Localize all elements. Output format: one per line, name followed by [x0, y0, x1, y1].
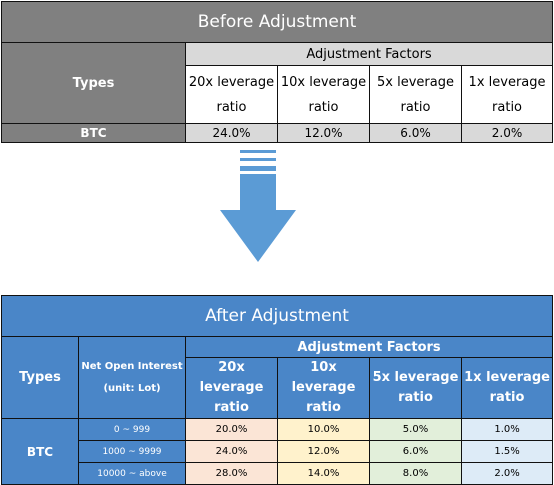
- leverage-header-5x: 5x leverage ratio: [369, 65, 462, 124]
- value-cell: 12.0%: [277, 123, 370, 143]
- table-row: BTC 0 ~ 999 20.0% 10.0% 5.0% 1.0%: [1, 418, 554, 485]
- leverage-header-1x: 1x leverage ratio: [460, 65, 554, 124]
- value-cell: 12.0%: [277, 440, 370, 463]
- before-adjustment-title: Before Adjustment: [0, 1, 554, 43]
- leverage-header-20x: 20x leverage ratio: [185, 65, 278, 124]
- value-cell: 6.0%: [369, 440, 462, 463]
- table-row: 1000 ~ 9999 24.0% 12.0% 6.0% 1.5%: [2, 440, 554, 463]
- value-cell: 6.0%: [369, 123, 462, 143]
- leverage-header-20x: 20x leverage ratio: [185, 357, 278, 419]
- down-arrow-icon: [220, 150, 296, 262]
- leverage-header-10x: 10x leverage ratio: [277, 357, 370, 419]
- row-label-btc: BTC: [1, 418, 79, 485]
- value-cell: 1.0%: [460, 418, 554, 441]
- adjustment-factors-header: Adjustment Factors: [184, 42, 554, 66]
- range-label: 0 ~ 999: [78, 418, 186, 441]
- types-header: Types: [1, 42, 186, 124]
- after-adjustment-title: After Adjustment: [0, 295, 554, 337]
- leverage-header-10x: 10x leverage ratio: [277, 65, 370, 124]
- adjustment-factors-header: Adjustment Factors: [184, 336, 554, 358]
- leverage-header-5x: 5x leverage ratio: [369, 357, 462, 419]
- row-label-btc: BTC: [1, 123, 186, 143]
- range-label: 1000 ~ 9999: [78, 440, 186, 463]
- value-cell: 24.0%: [185, 440, 278, 463]
- value-cell: 5.0%: [369, 418, 462, 441]
- value-cell: 24.0%: [185, 123, 278, 143]
- types-header: Types: [1, 336, 79, 419]
- value-cell: 20.0%: [185, 418, 278, 441]
- value-cell: 1.5%: [460, 440, 554, 463]
- leverage-header-1x: 1x leverage ratio: [460, 357, 554, 419]
- after-adjustment-table: After Adjustment Types Net Open Interest…: [0, 295, 554, 485]
- value-cell: 10.0%: [277, 418, 370, 441]
- value-cell: 2.0%: [460, 123, 554, 143]
- before-adjustment-table: Before Adjustment Types Adjustment Facto…: [0, 1, 554, 143]
- net-open-interest-header: Net Open Interest (unit: Lot): [78, 336, 186, 419]
